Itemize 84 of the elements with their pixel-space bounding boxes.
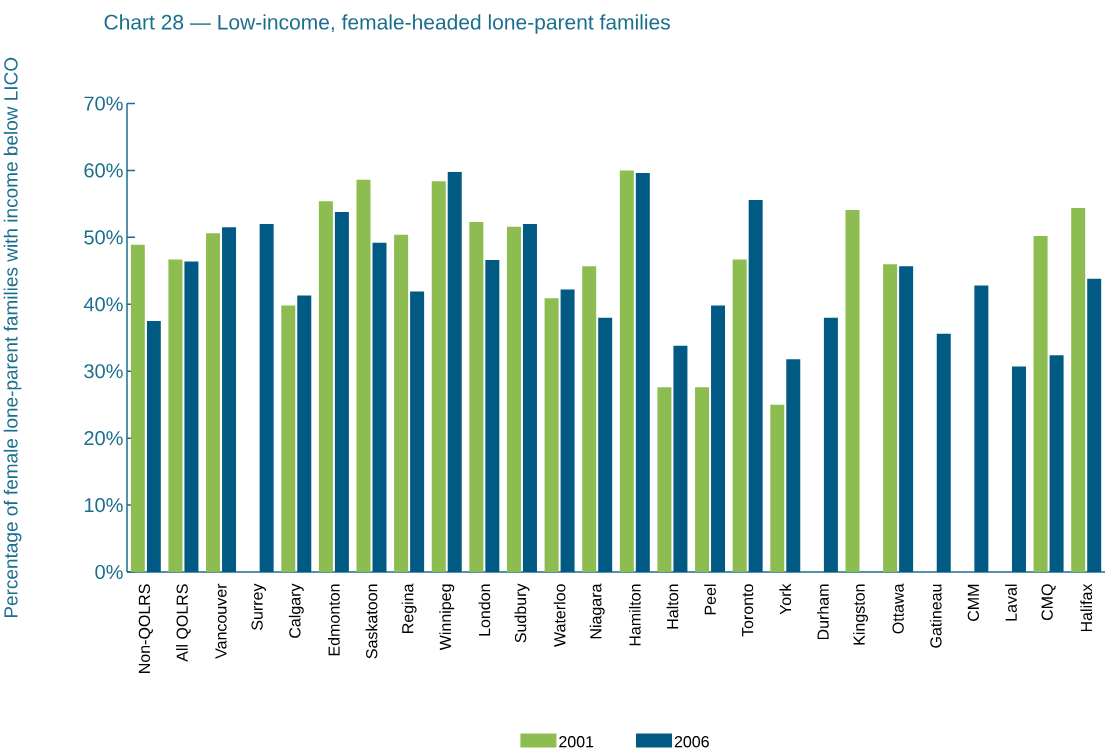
x-tick-label: CMQ xyxy=(1041,584,1056,621)
bar xyxy=(974,285,989,572)
x-tick-label: Niagara xyxy=(589,583,605,639)
bar xyxy=(281,305,296,572)
y-tick-label: 50% xyxy=(84,230,123,245)
bar xyxy=(560,289,575,572)
bar xyxy=(394,234,409,572)
bar xyxy=(657,387,672,572)
x-tick-label: Saskatoon xyxy=(365,584,378,659)
y-tick-label: 70% xyxy=(84,96,123,111)
bar xyxy=(356,179,371,572)
bar xyxy=(146,321,161,572)
bar xyxy=(410,291,425,572)
bar xyxy=(318,201,333,572)
bar xyxy=(823,317,838,572)
bar xyxy=(184,261,199,572)
y-axis-title: Percentage of female lone-parent families with income below LICO xyxy=(3,57,22,618)
bar xyxy=(695,387,710,572)
bar xyxy=(598,317,613,572)
bar xyxy=(297,295,312,572)
bar xyxy=(544,298,559,572)
x-tick-label: Ottawa xyxy=(892,583,904,634)
bar xyxy=(619,170,634,572)
bar xyxy=(635,173,650,572)
y-tick-label: 60% xyxy=(84,163,123,178)
bar xyxy=(334,211,349,572)
bar xyxy=(168,259,183,572)
bar xyxy=(522,223,537,572)
x-tick-label: York xyxy=(779,583,792,615)
bar xyxy=(1049,355,1064,572)
bar xyxy=(936,333,951,572)
x-tick-label: Toronto xyxy=(742,584,754,637)
y-tick-label: 10% xyxy=(84,498,123,513)
y-tick-label: 40% xyxy=(83,297,123,312)
bar xyxy=(206,233,221,572)
bar xyxy=(770,404,785,572)
bar xyxy=(748,199,763,572)
x-tick-label: Waterloo xyxy=(553,584,566,647)
bar xyxy=(786,359,801,572)
x-tick-label: Laval xyxy=(1005,584,1017,621)
y-tick-label: 30% xyxy=(84,364,123,379)
y-tick-label: 0% xyxy=(95,564,123,580)
bar xyxy=(259,223,274,572)
bar xyxy=(130,244,145,572)
bar xyxy=(485,260,500,572)
x-tick-label: Winnipeg xyxy=(439,584,455,651)
x-tick-label: CMM xyxy=(967,584,980,621)
x-tick-label: Regina xyxy=(401,583,417,633)
bar xyxy=(883,264,898,572)
bar xyxy=(1087,278,1102,572)
bar xyxy=(372,242,387,572)
legend-label: 2001 xyxy=(559,736,594,748)
x-tick-label: Gatineau xyxy=(929,584,942,648)
bar xyxy=(1071,207,1086,572)
x-tick-label: Non-QOLRS xyxy=(138,584,153,673)
bar xyxy=(732,259,747,572)
chart-title: Chart 28 — Low-income, female-headed lone-parent families xyxy=(104,14,670,34)
x-tick-label: Calgary xyxy=(288,583,304,638)
bar xyxy=(582,266,597,572)
x-tick-label: All QOLRS xyxy=(176,584,191,662)
x-tick-label: Halton xyxy=(666,584,679,629)
x-tick-label: Vancouver xyxy=(215,583,227,659)
legend-label: 2006 xyxy=(674,736,709,748)
bar xyxy=(469,221,484,572)
x-tick-label: Edmonton xyxy=(328,584,340,656)
x-tick-label: Kingston xyxy=(853,584,868,645)
bar xyxy=(711,305,726,572)
x-tick-label: Sudbury xyxy=(514,583,530,643)
bar xyxy=(1011,366,1026,572)
bar xyxy=(506,226,521,572)
x-tick-label: Durham xyxy=(817,584,829,640)
bar xyxy=(431,181,446,572)
y-tick-label: 20% xyxy=(84,431,123,446)
bar xyxy=(1033,236,1048,572)
x-tick-label: Surrey xyxy=(251,583,266,630)
bar xyxy=(222,227,237,572)
bar xyxy=(845,209,860,572)
x-tick-label: Hamilton xyxy=(628,584,641,646)
bar xyxy=(447,171,462,572)
x-tick-label: Halifax xyxy=(1080,583,1093,632)
bar xyxy=(673,345,688,572)
x-tick-label: London xyxy=(478,584,491,636)
x-tick-label: Peel xyxy=(704,584,716,615)
bar xyxy=(899,266,914,572)
